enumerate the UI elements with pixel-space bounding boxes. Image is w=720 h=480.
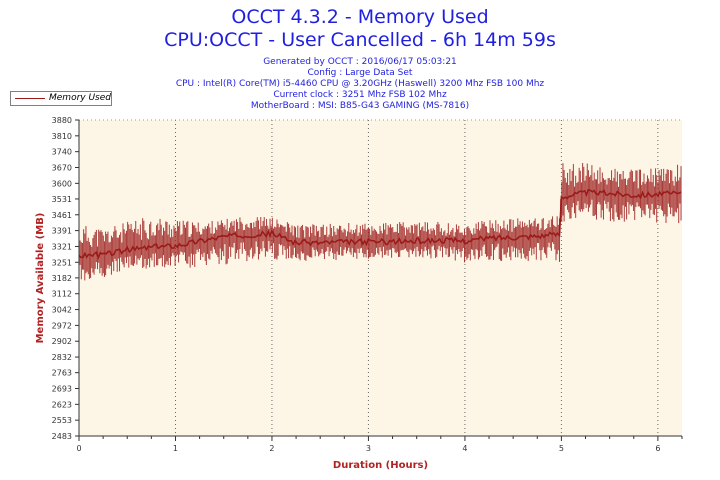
y-tick-label: 3531 [52, 195, 72, 204]
y-axis-title: Memory Available (MB) [35, 213, 46, 344]
meta-clock: Current clock : 3251 Mhz FSB 102 Mhz [273, 90, 447, 100]
y-tick-label: 2483 [52, 432, 72, 441]
y-tick-label: 3880 [52, 116, 72, 125]
meta-config: Config : Large Data Set [307, 68, 413, 78]
x-axis-ticks: 0 1 2 3 4 5 6 [76, 436, 683, 453]
plot-area [79, 120, 682, 436]
grid-lines [79, 119, 682, 436]
x-tick-label: 5 [559, 444, 564, 453]
legend-swatch [15, 98, 45, 99]
y-tick-label: 3810 [52, 132, 72, 141]
meta-cpu: CPU : Intel(R) Core(TM) i5-4460 CPU @ 3.… [175, 79, 545, 89]
x-tick-label: 1 [173, 444, 178, 453]
x-tick-label: 4 [462, 444, 467, 453]
chart-title: OCCT 4.3.2 - Memory Used [231, 6, 489, 28]
y-tick-label: 3600 [52, 179, 72, 188]
series-memory-used [78, 163, 682, 283]
y-tick-label: 3740 [52, 148, 72, 157]
y-axis-ticks: 2483 2553 2623 2693 2763 2832 2902 2972 3042 3112… [52, 116, 79, 441]
y-tick-label: 2553 [52, 416, 72, 425]
y-tick-label: 2763 [52, 369, 72, 378]
legend-label: Memory Used [49, 93, 111, 103]
x-tick-label: 3 [366, 444, 371, 453]
y-tick-label: 3042 [52, 306, 72, 315]
y-tick-label: 2902 [52, 337, 72, 346]
meta-generated: Generated by OCCT : 2016/06/17 05:03:21 [263, 57, 457, 67]
y-tick-label: 3391 [52, 227, 72, 236]
y-tick-label: 3182 [52, 274, 72, 283]
x-tick-label: 0 [76, 444, 81, 453]
y-tick-label: 3670 [52, 164, 72, 173]
x-axis-title: Duration (Hours) [333, 460, 428, 471]
y-tick-label: 3251 [52, 258, 72, 267]
x-tick-label: 2 [269, 444, 274, 453]
meta-motherboard: MotherBoard : MSI: B85-G43 GAMING (MS-78… [250, 101, 470, 111]
chart-subtitle: CPU:OCCT - User Cancelled - 6h 14m 59s [164, 29, 556, 51]
y-tick-label: 3321 [52, 242, 72, 251]
y-tick-label: 3112 [52, 290, 72, 299]
y-tick-label: 3461 [52, 211, 72, 220]
y-tick-label: 2972 [52, 321, 72, 330]
y-tick-label: 2623 [52, 400, 72, 409]
y-tick-label: 2832 [52, 353, 72, 362]
x-tick-label: 6 [655, 444, 660, 453]
chart-legend: Memory Used [10, 91, 112, 106]
y-tick-label: 2693 [52, 384, 72, 393]
series-line [78, 188, 682, 260]
